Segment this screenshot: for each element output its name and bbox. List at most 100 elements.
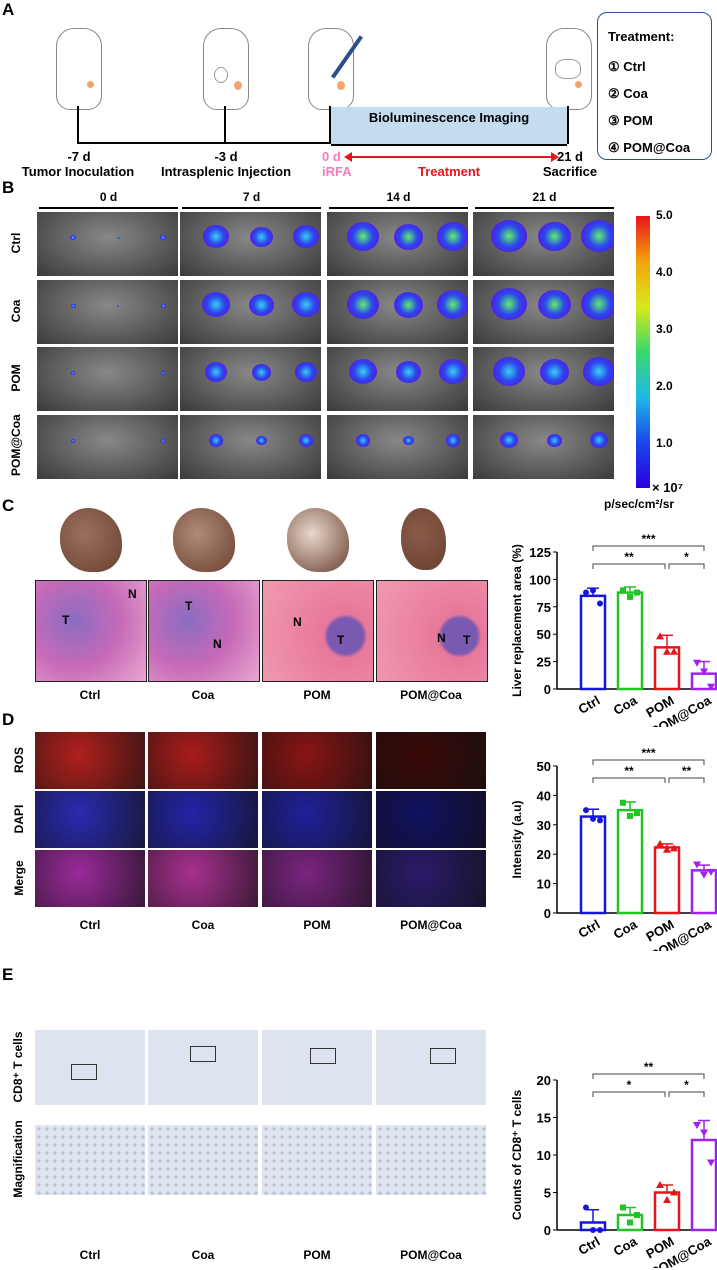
imaging-bar: Bioluminescence Imaging: [331, 107, 567, 146]
row-label: Magnification: [11, 1120, 25, 1198]
data-point: [634, 1212, 640, 1218]
timeline-tick: [77, 106, 79, 144]
bioluminescence-signal: [248, 293, 274, 316]
data-point: [707, 683, 715, 691]
ihc-image: [376, 1030, 486, 1105]
column-bracket: [475, 207, 614, 209]
legend-item: ② Coa: [608, 86, 648, 101]
bioluminescence-signal: [583, 357, 614, 386]
row-label: CD8⁺ T cells: [11, 1030, 25, 1103]
bioluminescence-signal: [160, 303, 166, 308]
bioluminescence-signal: [537, 289, 571, 320]
bioluminescence-signal: [393, 223, 423, 250]
timeline-axis: [77, 142, 331, 144]
x-tick-label: Coa: [611, 916, 640, 942]
bioluminescence-signal: [491, 288, 527, 321]
significance-bracket: [668, 1091, 705, 1097]
data-point: [670, 647, 678, 655]
data-point: [590, 1227, 596, 1233]
bioluminescence-signal: [161, 439, 165, 443]
column-bracket: [182, 207, 321, 209]
group-label: Ctrl: [79, 1248, 101, 1262]
mouse-illustration: [308, 28, 354, 110]
day-header: 7 d: [242, 190, 261, 204]
y-tick-label: 50: [537, 627, 551, 642]
bioluminescence-signal: [347, 222, 379, 251]
panel-label-c: C: [2, 496, 15, 515]
liver-photo: [173, 508, 235, 572]
y-axis-label: Liver replacement area (%): [510, 544, 524, 697]
data-point: [700, 871, 708, 879]
bli-image: [180, 415, 321, 479]
timeline-tick: [224, 106, 226, 144]
bioluminescence-signal: [161, 371, 165, 375]
data-point: [707, 868, 715, 876]
y-tick-label: 40: [537, 788, 551, 803]
bioluminescence-signal: [295, 362, 317, 382]
bli-image: [327, 415, 468, 479]
bioluminescence-signal: [349, 359, 377, 385]
x-tick-label: Ctrl: [576, 693, 603, 717]
significance-label: *: [627, 1078, 632, 1092]
bioluminescence-signal: [493, 357, 525, 386]
y-tick-label: 75: [537, 600, 551, 615]
significance-label: **: [644, 1060, 654, 1074]
normal-tissue-label: N: [437, 631, 446, 645]
data-point: [583, 589, 589, 596]
colorbar-tick: 5.0: [656, 208, 673, 222]
significance-label: *: [684, 1078, 689, 1092]
bli-image: [473, 415, 614, 479]
x-tick-label: Coa: [611, 1233, 640, 1259]
bioluminescence-signal: [160, 235, 166, 241]
bioluminescence-signal: [70, 303, 76, 308]
tumor-label: T: [337, 633, 345, 647]
bli-image: [37, 212, 178, 276]
significance-bracket: [592, 759, 705, 765]
fluorescence-image: [376, 732, 486, 789]
bioluminescence-signal: [117, 305, 119, 307]
row-label: Merge: [12, 859, 26, 896]
timeline-tick: [329, 106, 331, 144]
y-tick-label: 15: [537, 1111, 551, 1126]
liver-photo: [60, 508, 122, 572]
y-tick-label: 5: [544, 1186, 551, 1201]
group-label: POM: [303, 918, 331, 932]
bioluminescence-signal: [205, 362, 227, 382]
liver-photo: [287, 508, 349, 572]
timeline-label: Intrasplenic Injection: [160, 164, 292, 179]
y-tick-label: 0: [544, 1223, 551, 1238]
data-point: [656, 839, 664, 847]
panel-label-e: E: [2, 965, 14, 984]
data-point: [627, 1219, 633, 1226]
bioluminescence-signal: [395, 360, 421, 383]
fluorescence-image: [35, 791, 145, 848]
y-tick-label: 50: [537, 759, 551, 774]
data-point: [670, 1188, 678, 1196]
y-tick-label: 125: [529, 545, 551, 560]
timeline-label: iRFA: [322, 164, 352, 179]
ihc-image: [148, 1030, 258, 1105]
group-label: Coa: [191, 918, 215, 932]
bioluminescence-signal: [70, 235, 76, 241]
group-label: POM@Coa: [400, 688, 462, 702]
arrow-left-icon: [344, 152, 352, 162]
group-label: POM: [303, 688, 331, 702]
data-point: [620, 799, 626, 806]
liver-area-bar-chart: 0 25 50 75 100 125 Liver replacement area (%) C…: [510, 532, 717, 727]
day-header: 0 d: [99, 190, 118, 204]
bli-image: [473, 212, 614, 276]
data-point: [583, 1204, 589, 1211]
data-point: [597, 817, 603, 824]
liver-photo: [401, 508, 446, 570]
y-tick-label: 0: [544, 906, 551, 921]
treatment-label: Treatment: [418, 164, 481, 179]
fluorescence-image: [262, 850, 372, 907]
bli-image: [180, 280, 321, 344]
colorbar-unit: p/sec/cm²/sr: [604, 497, 675, 511]
timeline-label: Sacrifice: [542, 164, 598, 179]
ihc-magnified-image: [148, 1125, 258, 1195]
y-tick-label: 20: [537, 1073, 551, 1088]
